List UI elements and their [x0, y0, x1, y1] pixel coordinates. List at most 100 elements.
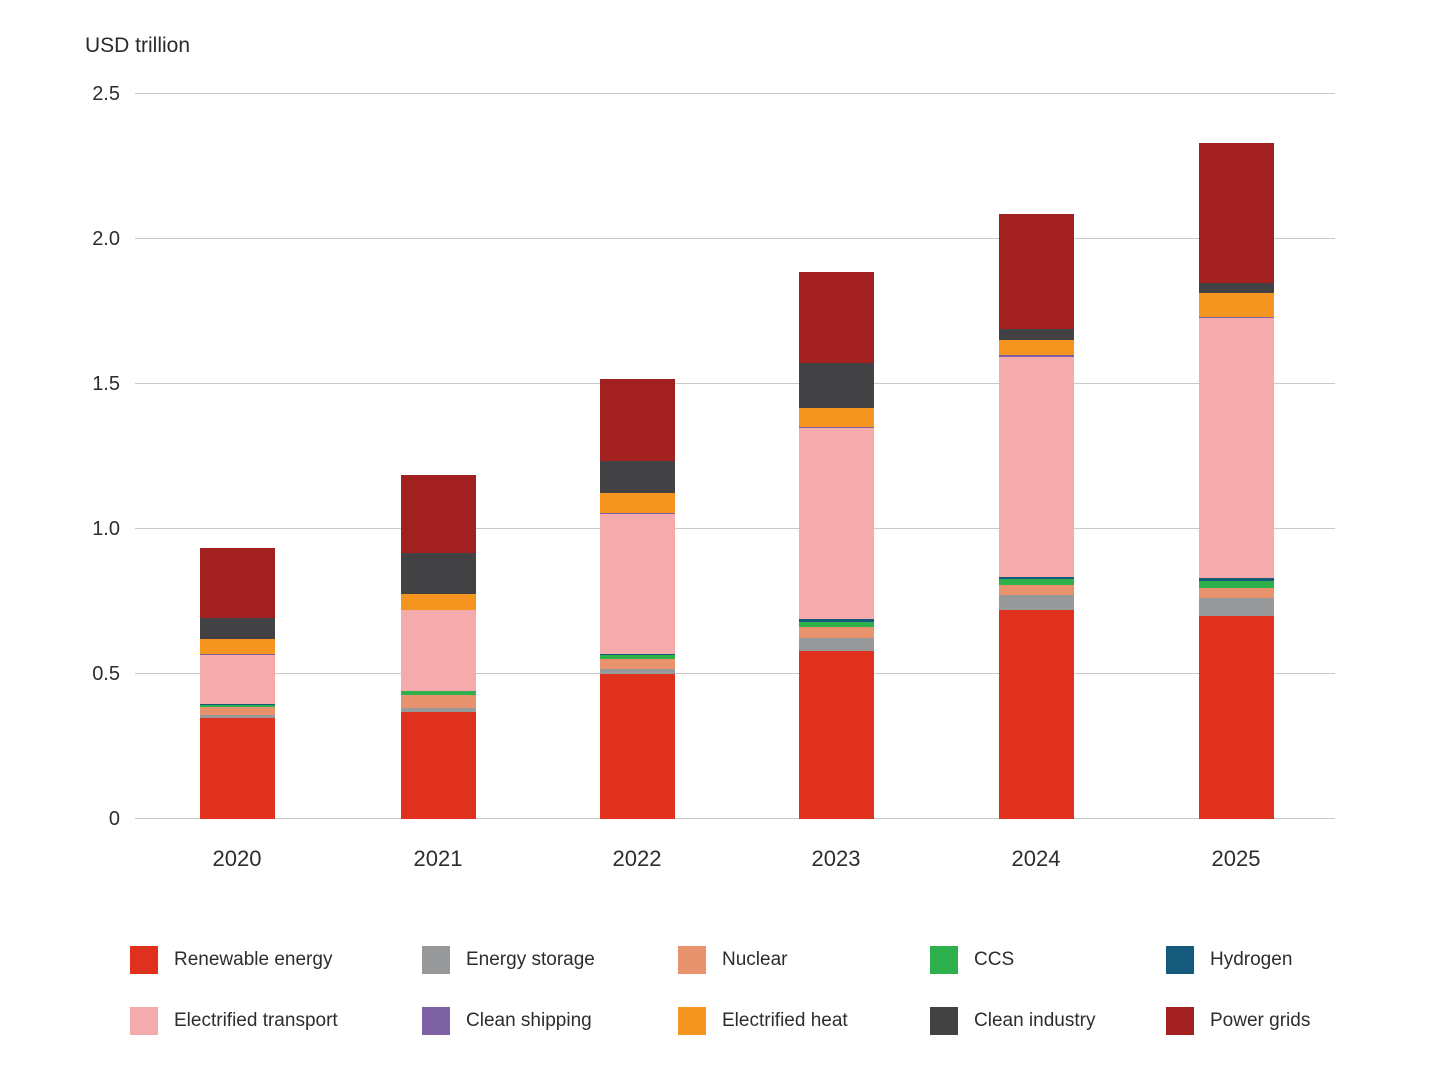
legend-swatch-electrified-transport [130, 1007, 158, 1035]
segment-clean-shipping [199, 654, 275, 655]
segment-electrified-transport [400, 610, 476, 691]
legend-item-clean-industry: Clean industry [930, 1007, 1095, 1035]
legend-swatch-clean-shipping [422, 1007, 450, 1035]
y-axis-title: USD trillion [85, 34, 191, 57]
segment-renewable-energy [400, 711, 476, 819]
segment-clean-shipping [798, 426, 874, 429]
stacked-bar-2022 [599, 379, 675, 819]
segment-nuclear [998, 584, 1074, 595]
legend-label: Power grids [1210, 1010, 1311, 1031]
legend-swatch-renewable-energy [130, 946, 158, 974]
legend-swatch-power-grids [1166, 1007, 1194, 1035]
legend-label: Renewable energy [174, 949, 333, 970]
segment-renewable-energy [599, 674, 675, 819]
segment-ccs [400, 691, 476, 695]
segment-ccs [599, 655, 675, 659]
segment-electrified-heat [199, 638, 275, 655]
segment-hydrogen [798, 618, 874, 623]
segment-electrified-heat [998, 339, 1074, 356]
legend-label: Electrified heat [722, 1010, 848, 1031]
x-tick-label-2020: 2020 [212, 846, 262, 871]
legend-swatch-ccs [930, 946, 958, 974]
legend-label: Energy storage [466, 949, 595, 970]
stacked-bar-2024 [998, 214, 1074, 819]
segment-electrified-transport [199, 654, 275, 705]
y-tick-label: 0.5 [92, 663, 120, 685]
x-tick-label-2023: 2023 [811, 846, 861, 871]
stacked-bar-2021 [400, 475, 476, 819]
legend-item-electrified-transport: Electrified transport [130, 1007, 338, 1035]
plot-area [135, 93, 1335, 819]
segment-clean-industry [199, 617, 275, 639]
gridline-0 [135, 818, 1335, 819]
segment-clean-industry [400, 553, 476, 594]
segment-power-grids [998, 214, 1074, 329]
segment-renewable-energy [798, 650, 874, 819]
legend-item-nuclear: Nuclear [678, 946, 787, 974]
segment-hydrogen [1198, 577, 1274, 582]
segment-energy-storage [599, 668, 675, 674]
segment-hydrogen [998, 577, 1074, 580]
segment-clean-shipping [998, 355, 1074, 357]
x-tick-label-2025: 2025 [1211, 846, 1261, 871]
x-tick-label-2021: 2021 [413, 846, 463, 871]
legend-label: Electrified transport [174, 1010, 338, 1031]
segment-energy-storage [199, 715, 275, 718]
legend-label: Hydrogen [1210, 949, 1293, 970]
segment-electrified-transport [1198, 318, 1274, 578]
segment-clean-industry [798, 363, 874, 409]
legend-label: Clean shipping [466, 1010, 592, 1031]
x-tick-label-2024: 2024 [1011, 846, 1061, 871]
segment-electrified-heat [798, 408, 874, 427]
stacked-bar-2023 [798, 272, 874, 819]
segment-energy-storage [1198, 597, 1274, 616]
segment-ccs [199, 705, 275, 707]
legend-item-hydrogen: Hydrogen [1166, 946, 1292, 974]
legend-swatch-nuclear [678, 946, 706, 974]
legend-label: CCS [974, 949, 1015, 970]
legend-item-ccs: CCS [930, 946, 1014, 974]
segment-clean-shipping [599, 513, 675, 515]
segment-power-grids [1198, 142, 1274, 283]
segment-electrified-transport [798, 428, 874, 619]
segment-clean-shipping [400, 609, 476, 611]
segment-electrified-transport [998, 356, 1074, 578]
segment-electrified-heat [599, 492, 675, 514]
segment-ccs [798, 622, 874, 628]
gridline-2.5 [135, 93, 1335, 94]
legend-item-clean-shipping: Clean shipping [422, 1007, 592, 1035]
segment-electrified-heat [1198, 292, 1274, 317]
y-tick-label: 0 [108, 808, 120, 830]
legend-swatch-energy-storage [422, 946, 450, 974]
segment-hydrogen [400, 690, 476, 692]
segment-hydrogen [599, 654, 675, 656]
legend-swatch-electrified-heat [678, 1007, 706, 1035]
y-tick-label: 2.5 [92, 83, 120, 105]
legend-swatch-hydrogen [1166, 946, 1194, 974]
segment-clean-shipping [1198, 316, 1274, 319]
gridline-1.5 [135, 383, 1335, 384]
segment-clean-industry [599, 461, 675, 493]
x-tick-label-2022: 2022 [612, 846, 662, 871]
segment-clean-industry [1198, 282, 1274, 293]
gridline-1.0 [135, 528, 1335, 529]
legend-item-power-grids: Power grids [1166, 1007, 1310, 1035]
y-tick-label: 2.0 [92, 228, 120, 250]
gridline-0.5 [135, 673, 1335, 674]
segment-power-grids [599, 379, 675, 462]
segment-nuclear [199, 706, 275, 716]
legend-swatch-clean-industry [930, 1007, 958, 1035]
stacked-bar-2020 [199, 547, 275, 819]
segment-renewable-energy [199, 717, 275, 819]
segment-nuclear [400, 694, 476, 709]
segment-ccs [1198, 581, 1274, 589]
legend-item-energy-storage: Energy storage [422, 946, 595, 974]
segment-renewable-energy [1198, 616, 1274, 819]
gridline-2.0 [135, 238, 1335, 239]
y-tick-label: 1.5 [92, 373, 120, 395]
legend-item-electrified-heat: Electrified heat [678, 1007, 848, 1035]
segment-nuclear [599, 658, 675, 669]
segment-electrified-heat [400, 594, 476, 610]
stacked-bar-2025 [1198, 142, 1274, 819]
